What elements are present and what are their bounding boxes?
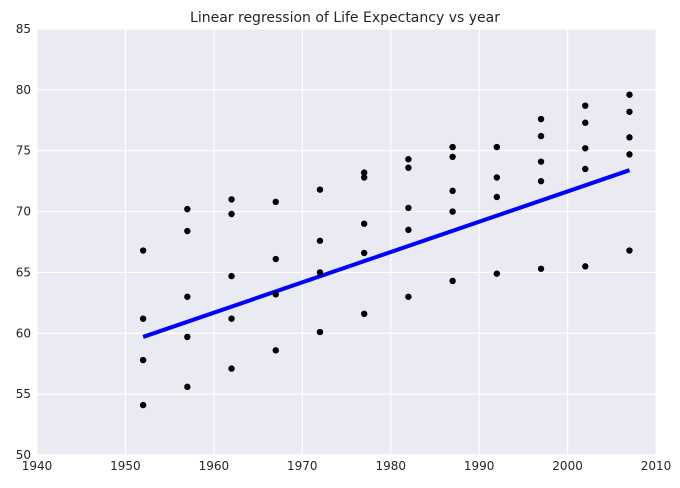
scatter-points [139,91,633,409]
data-point [228,315,235,322]
data-point [582,119,589,126]
data-point [405,226,412,234]
y-tick-label: 70 [16,205,31,219]
data-point [316,237,324,244]
data-point [184,205,191,213]
y-tick-label: 60 [16,326,31,340]
data-point [139,247,147,254]
data-point [184,227,191,235]
x-tick-labels: 1940 1950 1960 1970 1980 1990 2000 2010 [22,459,672,473]
data-point [360,169,368,176]
data-point [582,263,589,270]
data-point [449,153,456,160]
data-point [272,198,279,206]
data-point [184,383,191,391]
data-point [493,143,501,151]
data-point [626,91,633,98]
data-point [449,277,456,285]
data-point [405,293,412,300]
data-point [626,247,633,254]
x-tick-label: 1990 [464,459,495,473]
y-tick-labels: 50 55 60 65 70 75 80 85 [16,22,31,462]
data-point [537,177,545,185]
x-tick-label: 1980 [375,459,406,473]
data-point [493,270,501,277]
x-tick-label: 2010 [641,459,672,473]
chart-title: Linear regression of Life Expectancy vs … [190,10,500,26]
data-point [272,255,279,263]
data-point [316,186,324,193]
x-tick-label: 1960 [199,459,230,473]
data-point [449,187,456,195]
data-point [316,328,324,336]
regression-line-layer [142,168,631,339]
data-point [537,115,545,123]
regression-line [142,168,631,339]
data-point [228,210,235,218]
data-point [360,310,368,318]
x-tick-label: 1970 [287,459,318,473]
data-point [582,102,589,109]
data-point [184,333,191,341]
data-point [449,143,456,151]
y-tick-label: 55 [16,387,31,401]
data-point [582,145,589,152]
data-point [139,315,147,322]
data-point [272,291,279,298]
data-point [405,164,412,171]
y-tick-label: 65 [16,265,31,279]
grid-lines [36,28,657,456]
data-point [449,208,456,215]
plot-background [37,29,656,455]
x-tick-label: 2000 [552,459,583,473]
data-point [493,193,501,201]
data-point [228,272,235,280]
data-point [360,249,368,257]
y-tick-label: 75 [16,144,31,158]
data-point [316,269,324,276]
y-tick-label: 50 [16,448,31,462]
data-point [184,293,191,300]
data-point [537,265,545,272]
data-point [360,174,368,181]
data-point [139,356,147,364]
data-point [537,132,545,140]
data-point [493,174,501,181]
data-point [626,134,633,141]
data-point [139,401,147,409]
y-tick-label: 85 [16,22,31,36]
x-tick-label: 1950 [110,459,141,473]
data-point [228,196,235,203]
data-point [405,204,412,212]
data-point [537,158,545,165]
data-point [626,151,633,158]
data-point [582,165,589,173]
data-point [272,347,279,354]
data-point [228,365,235,372]
data-point [405,156,412,163]
data-point [626,108,633,115]
y-tick-label: 80 [16,83,31,97]
data-point [360,220,368,227]
x-tick-label: 1940 [22,459,53,473]
